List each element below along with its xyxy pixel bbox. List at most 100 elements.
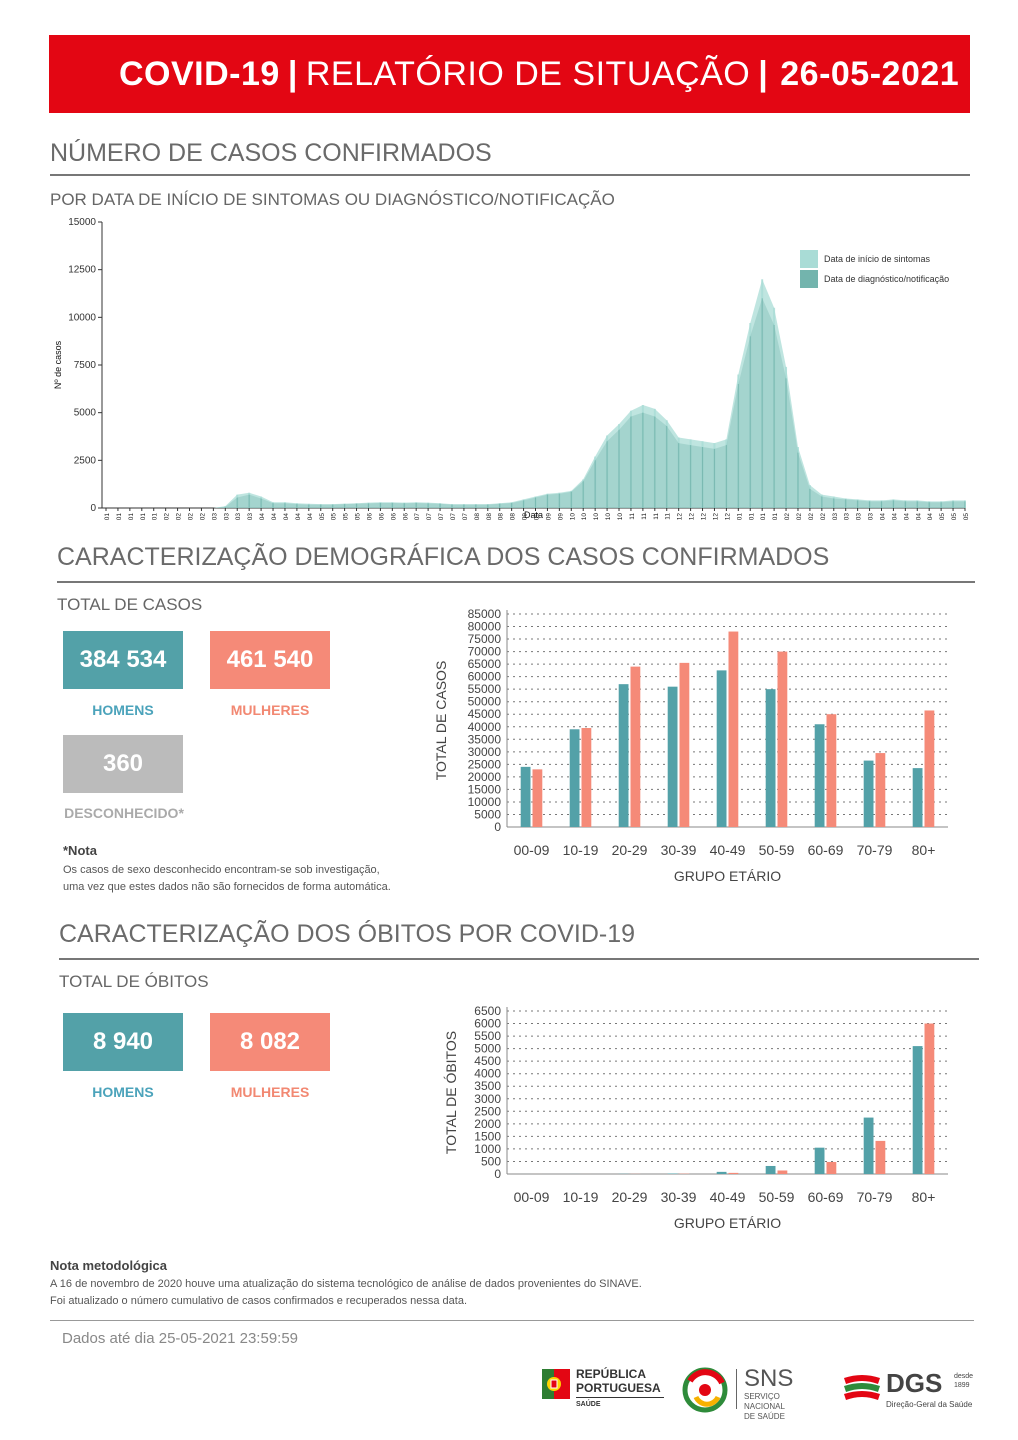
x-tick-label: 02/07 [414,513,421,520]
x-tick-label: 04/02 [784,513,791,520]
legend-label: Data de início de sintomas [824,254,931,264]
bar-60-69-mulheres [826,714,837,827]
x-tick-label: 18/06 [390,513,397,520]
methodology-note-text: A 16 de novembro de 2020 houve uma atual… [50,1276,642,1310]
x-tick-label: 05/11 [629,513,636,520]
y-tick-label: 6000 [474,1017,501,1031]
total-deaths-label: TOTAL DE ÓBITOS [59,972,209,991]
banner-covid: COVID-19 [119,54,280,93]
bar-30-39-mulheres [679,662,690,827]
x-tick-label: 25/02 [820,513,827,520]
x-tick-label: 70-79 [857,842,893,858]
x-tick-label: 02/04 [259,513,266,520]
x-tick-label: 09/01 [116,513,123,520]
x-tick-label: 10/09 [534,513,541,520]
x-tick-label: 08/10 [581,513,588,520]
x-tick-label: 18/03 [856,513,863,520]
x-tick-label: 80+ [912,1189,936,1205]
dgs-emblem-icon [844,1375,880,1400]
bar-00-09-homens [520,766,531,827]
x-tick-label: 50-59 [759,842,795,858]
x-tick-label: 25/03 [868,513,875,520]
y-tick-label: 2500 [474,1104,501,1118]
legend-swatch [800,250,818,268]
x-tick-label: 00-09 [514,1189,550,1205]
y-tick-label: 5500 [474,1029,501,1043]
y-tick-label: 15000 [68,217,96,228]
x-tick-label: 05/03 [211,513,218,520]
x-tick-label: 17/09 [545,513,552,520]
y-tick-label: 70000 [468,645,502,659]
section-title-demographic: CARACTERIZAÇÃO DEMOGRÁFICA DOS CASOS CON… [57,543,830,571]
x-tick-label: 16/07 [438,513,445,520]
note-line: uma vez que estes dados não são fornecid… [63,881,391,893]
y-tick-label: 5000 [74,408,97,419]
x-tick-label: 30/01 [152,513,159,520]
y-axis-label: Nº de casos [53,340,63,389]
dgs-logo: DGS desde 1899 Direção-Geral da Saúde [842,1368,977,1416]
bar-10-19-homens [569,729,580,827]
logo-text: SERVIÇO NACIONAL [744,1392,785,1411]
x-tick-label: 01/10 [569,513,576,520]
y-tick-label: 15000 [468,782,502,796]
y-tick-label: 0 [494,820,501,834]
x-tick-label: 04/03 [832,513,839,520]
section-title-deaths: CARACTERIZAÇÃO DOS ÓBITOS POR COVID-19 [59,920,636,948]
x-tick-label: 30/07 [462,513,469,520]
x-tick-label: 60-69 [808,1189,844,1205]
report-banner: COVID-19 | RELATÓRIO DE SITUAÇÃO | 26-05… [49,35,970,113]
note-text: Os casos de sexo desconhecido encontram-… [63,862,391,896]
bar-40-49-mulheres [728,631,739,827]
x-tick-label: 18/02 [808,513,815,520]
x-tick-label: 13/08 [486,513,493,520]
bar-00-09-mulheres [532,769,543,827]
x-axis-label: Data [524,510,543,520]
x-tick-label: 11/02 [796,513,803,520]
cases-by-age-chart: 0500010000150002000025000300003500040000… [433,607,948,884]
logo-text: SNS [744,1365,794,1392]
y-tick-label: 2000 [474,1117,501,1131]
bar-40-49-mulheres [728,1172,739,1174]
x-tick-label: 17/12 [701,513,708,520]
y-tick-label: 4000 [474,1067,501,1081]
x-tick-label: 19/11 [653,513,660,520]
x-tick-label: 60-69 [808,842,844,858]
y-tick-label: 85000 [468,607,502,621]
republica-portuguesa-logo: REPÚBLICA PORTUGUESA SAÚDE [540,1365,670,1417]
y-tick-label: 65000 [468,657,502,671]
methodology-line: Foi atualizado o número cumulativo de ca… [50,1295,468,1307]
y-tick-label: 50000 [468,695,502,709]
bar-60-69-homens [814,724,825,827]
x-tick-label: 03/09 [522,513,529,520]
bar-60-69-homens [814,1147,825,1174]
bar-80+-homens [912,768,923,827]
x-tick-label: 26/11 [665,513,672,520]
bar-80+-homens [912,1046,923,1174]
x-tick-label: 09/07 [426,513,433,520]
bar-30-39-homens [667,1173,678,1174]
women-deaths-box: 8 082 [210,1013,330,1071]
x-tick-label: 20-29 [612,1189,648,1205]
unknown-cases-box: 360 [63,735,183,793]
y-tick-label: 4500 [474,1054,501,1068]
x-tick-label: 16/04 [283,513,290,520]
section-divider [59,958,979,960]
men-cases-box: 384 534 [63,631,183,689]
y-tick-label: 12500 [68,265,96,276]
x-tick-label: 29/10 [617,513,624,520]
bar-70-79-homens [863,760,874,827]
y-tick-label: 5000 [474,1042,501,1056]
data-until-text: Dados até dia 25-05-2021 23:59:59 [62,1330,299,1347]
x-tick-label: 15/04 [903,513,910,520]
y-tick-label: 1000 [474,1142,501,1156]
x-tick-label: 07/01 [736,513,743,520]
y-tick-label: 20000 [468,770,502,784]
logo-text: 1899 [954,1382,970,1389]
series-area-2 [106,298,965,508]
y-tick-label: 25000 [468,757,502,771]
methodology-note-title: Nota metodológica [50,1258,168,1273]
x-tick-label: 30/04 [307,513,314,520]
x-tick-label: 21/05 [343,513,350,520]
bar-40-49-homens [716,670,727,827]
note-title: *Nota [63,843,97,858]
